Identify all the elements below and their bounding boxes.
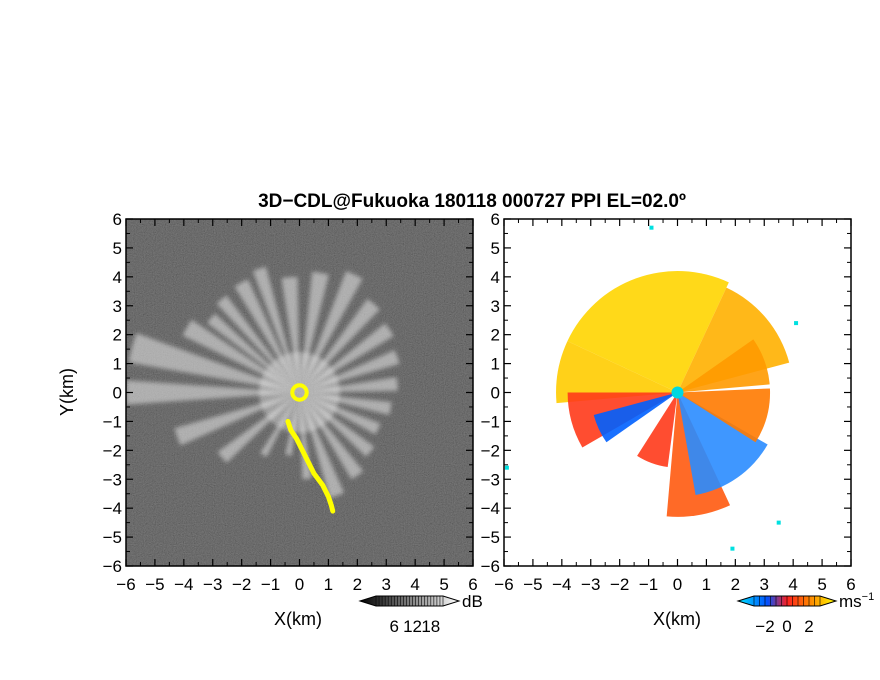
overlay-streak	[285, 418, 336, 514]
velocity-sector	[677, 388, 771, 443]
velocity-sector	[556, 341, 678, 404]
noise-pixel	[504, 465, 509, 470]
left-colorbar-ticks: 6 12 18	[375, 596, 444, 636]
x-tick-label: −2	[610, 575, 629, 594]
colorbar-tick-label: 6	[390, 617, 399, 636]
y-tick-label: −2	[103, 441, 122, 460]
x-tick-label: 5	[817, 575, 826, 594]
y-tick-label: 6	[491, 210, 500, 229]
y-tick-label: −4	[103, 499, 122, 518]
radar-center-marker	[671, 386, 684, 399]
y-tick-label: 3	[491, 297, 500, 316]
x-tick-label: 6	[846, 575, 855, 594]
right-x-axis-label: X(km)	[653, 609, 701, 629]
figure-title: 3D−CDL@Fukuoka 180118 000727 PPI EL=02.0…	[258, 191, 686, 212]
x-tick-label: −4	[174, 575, 193, 594]
x-tick-label: −1	[261, 575, 280, 594]
y-tick-label: 2	[491, 326, 500, 345]
y-tick-label: 4	[491, 268, 500, 287]
colorbar-tick-label: −2	[755, 617, 774, 636]
left-y-axis-label: Y(km)	[57, 368, 77, 416]
colorbar-tick-label: 2	[804, 617, 813, 636]
x-tick-label: −4	[552, 575, 571, 594]
x-tick-label: −3	[581, 575, 600, 594]
noise-pixel	[794, 321, 799, 326]
x-tick-label: −5	[523, 575, 542, 594]
intensity-core	[259, 352, 340, 433]
intensity-ray	[128, 333, 300, 393]
left-ray-layer	[126, 266, 400, 499]
y-tick-label: 5	[491, 239, 500, 258]
y-tick-label: 0	[113, 384, 122, 403]
x-tick-label: 6	[468, 575, 477, 594]
noise-pixel	[776, 520, 781, 525]
x-tick-label: −5	[145, 575, 164, 594]
y-tick-label: −2	[481, 441, 500, 460]
y-tick-label: −6	[103, 557, 122, 576]
x-tick-label: 3	[382, 575, 391, 594]
x-tick-label: 0	[673, 575, 682, 594]
x-tick-label: 1	[324, 575, 333, 594]
right-colorbar-ticks: −2 0 2	[753, 596, 821, 636]
y-tick-label: −5	[103, 528, 122, 547]
noise-pixel	[730, 546, 735, 551]
right-colorbar-unit-exponent: −1	[862, 591, 875, 603]
right-colorbar: −2 0 2 ms−1	[736, 591, 874, 636]
x-tick-label: −6	[494, 575, 513, 594]
y-tick-label: 6	[113, 210, 122, 229]
left-colorbar-unit: dB	[462, 592, 483, 611]
x-tick-label: −1	[639, 575, 658, 594]
left-x-axis-label: X(km)	[274, 609, 322, 629]
velocity-sector	[567, 271, 729, 393]
y-tick-label: 5	[113, 239, 122, 258]
y-tick-label: −1	[481, 412, 500, 431]
x-tick-label: 4	[788, 575, 797, 594]
x-tick-label: −6	[116, 575, 135, 594]
x-tick-label: 3	[760, 575, 769, 594]
x-tick-label: 5	[439, 575, 448, 594]
intensity-ray	[126, 380, 300, 405]
left-colorbar: 6 12 18 dB	[358, 592, 483, 636]
y-tick-label: −3	[103, 470, 122, 489]
right-colorbar-unit-base: ms	[839, 592, 862, 611]
velocity-sector	[593, 392, 678, 443]
y-tick-label: −4	[481, 499, 500, 518]
y-tick-label: −6	[481, 557, 500, 576]
y-tick-label: −5	[481, 528, 500, 547]
x-tick-label: 2	[731, 575, 740, 594]
y-tick-label: 4	[113, 268, 122, 287]
left-overlay-layer	[285, 383, 336, 514]
x-tick-label: −3	[203, 575, 222, 594]
y-tick-label: −1	[103, 412, 122, 431]
colorbar-tick-label: 0	[782, 617, 791, 636]
right-sector-layer	[504, 225, 799, 551]
x-tick-label: 2	[353, 575, 362, 594]
right-colorbar-unit: ms−1	[839, 591, 874, 611]
y-tick-label: 3	[113, 297, 122, 316]
colorbar-tick-label: 12	[403, 617, 422, 636]
x-tick-label: 1	[702, 575, 711, 594]
velocity-sector	[677, 392, 768, 496]
y-tick-label: 1	[491, 355, 500, 374]
noise-pixel	[649, 225, 654, 230]
y-tick-label: 1	[113, 355, 122, 374]
overlay-ring	[290, 383, 309, 402]
velocity-sector	[637, 392, 678, 468]
x-tick-label: 0	[295, 575, 304, 594]
y-tick-label: −3	[481, 470, 500, 489]
colorbar-tick-label: 18	[421, 617, 440, 636]
y-tick-label: 2	[113, 326, 122, 345]
velocity-sector	[677, 339, 770, 393]
y-tick-label: 0	[491, 384, 500, 403]
x-tick-label: −2	[232, 575, 251, 594]
x-tick-label: 4	[410, 575, 419, 594]
